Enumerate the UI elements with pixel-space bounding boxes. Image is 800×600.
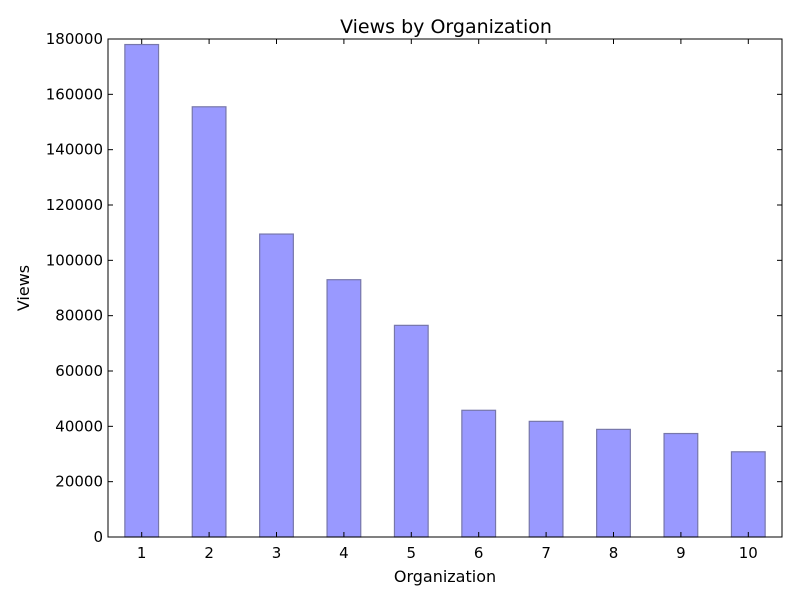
- x-tick-label: 3: [272, 544, 282, 562]
- x-axis: 1 2 3 4 5 6 7 8 9 10: [137, 39, 758, 562]
- x-tick-label: 6: [474, 544, 484, 562]
- bar-5: [393, 324, 429, 538]
- y-tick-label: 20000: [55, 473, 103, 491]
- x-tick-label: 2: [204, 544, 214, 562]
- y-tick-label: 160000: [46, 85, 103, 103]
- y-axis: 0 20000 40000 60000 80000 100000 120000 140000 1…: [46, 30, 782, 546]
- bar-9: [663, 432, 699, 538]
- x-axis-label: Organization: [394, 567, 496, 586]
- x-tick-label: 8: [609, 544, 619, 562]
- y-tick-label: 140000: [46, 141, 103, 159]
- bar-7: [528, 420, 564, 538]
- bar-3: [259, 233, 294, 538]
- y-tick-label: 120000: [46, 196, 103, 214]
- x-tick-label: 4: [339, 544, 349, 562]
- bar-8: [596, 428, 631, 538]
- bar-2: [191, 106, 227, 538]
- x-tick-label: 9: [676, 544, 686, 562]
- y-axis-label: Views: [14, 265, 33, 311]
- y-tick-label: 100000: [46, 251, 103, 269]
- bar-1: [124, 43, 160, 538]
- chart-title: Views by Organization: [340, 16, 552, 38]
- x-tick-label: 10: [739, 544, 758, 562]
- bars-group: [124, 43, 766, 538]
- x-tick-label: 5: [407, 544, 417, 562]
- y-tick-label: 80000: [55, 307, 103, 325]
- x-tick-label: 1: [137, 544, 147, 562]
- y-tick-label: 0: [93, 528, 103, 546]
- bar-6: [461, 409, 497, 538]
- bar-4: [326, 279, 362, 538]
- bar-10: [730, 451, 766, 538]
- y-tick-label: 60000: [55, 362, 103, 380]
- plot-frame: [107, 38, 783, 538]
- y-tick-label: 40000: [55, 417, 103, 435]
- y-tick-label: 180000: [46, 30, 103, 48]
- x-tick-label: 7: [541, 544, 551, 562]
